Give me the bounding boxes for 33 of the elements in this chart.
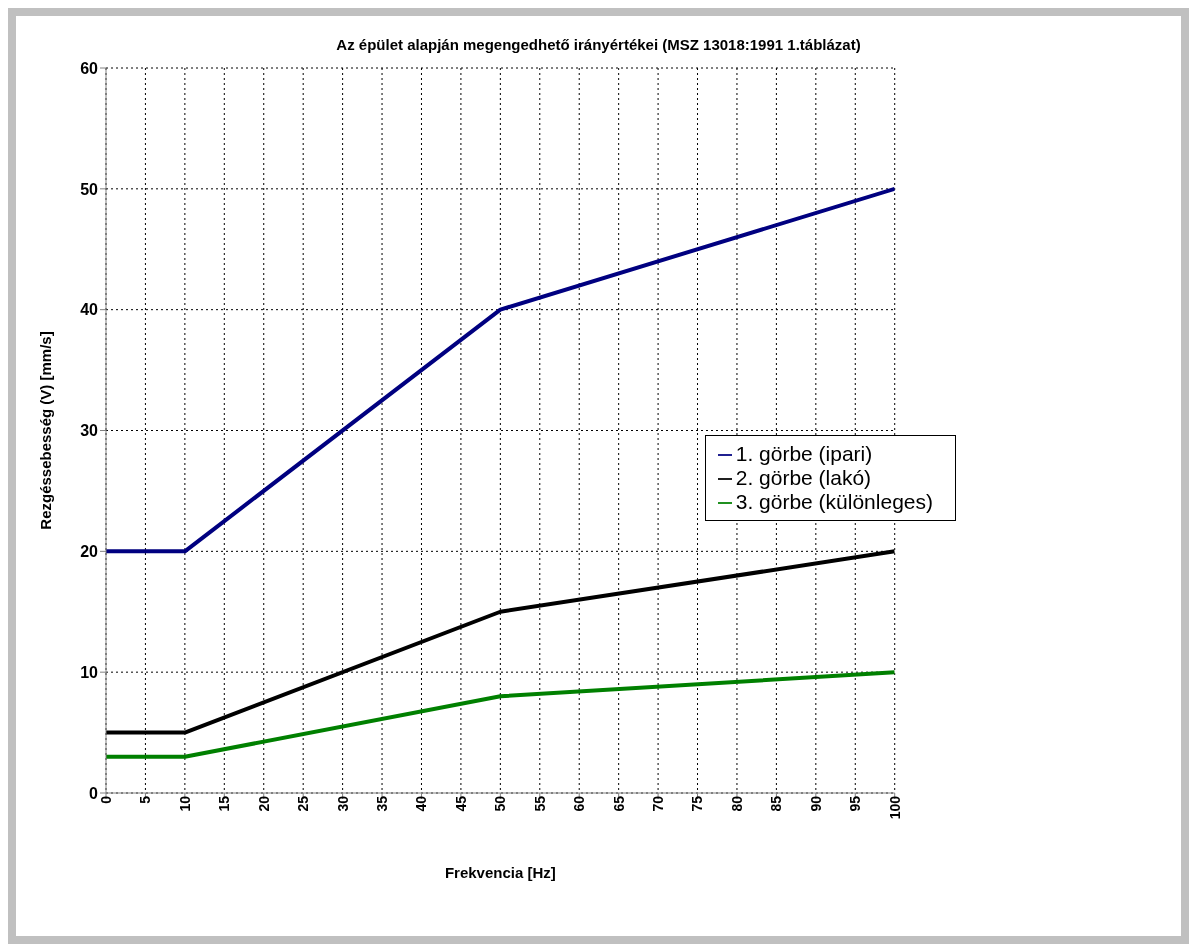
x-tick-label: 100 [886, 795, 903, 820]
x-tick-label: 45 [452, 795, 469, 812]
x-tick-label: 60 [571, 795, 588, 812]
chart-title: Az épület alapján megengedhető irányértékei (MSZ 13018:1991 1.táblázat) [335, 35, 862, 53]
y-tick-label: 30 [80, 422, 99, 440]
x-tick-label: 5 [137, 795, 154, 804]
y-tick-label: 10 [80, 663, 99, 681]
x-tick-label: 85 [768, 795, 785, 812]
x-tick-label: 80 [728, 795, 745, 812]
x-tick-label: 0 [97, 795, 114, 804]
legend-label: 1. görbe (ipari) [735, 442, 873, 465]
y-tick-label: 20 [80, 543, 99, 561]
x-tick-label: 65 [610, 795, 627, 812]
x-tick-label: 90 [807, 795, 824, 812]
x-tick-label: 30 [334, 795, 351, 812]
x-tick-label: 70 [650, 795, 667, 812]
y-tick-label: 50 [80, 180, 99, 198]
legend-label: 3. görbe (különleges) [735, 490, 933, 513]
legend-label: 2. görbe (lakó) [735, 466, 872, 489]
x-tick-label: 75 [689, 795, 706, 812]
y-tick-label: 40 [80, 301, 99, 319]
x-tick-label: 35 [373, 795, 390, 812]
x-tick-label: 20 [255, 795, 272, 812]
y-tick-label: 60 [80, 59, 99, 77]
x-tick-label: 55 [531, 795, 548, 812]
x-tick-label: 25 [295, 795, 312, 812]
x-tick-label: 95 [847, 795, 864, 812]
x-axis-title: Frekvencia [Hz] [444, 864, 556, 881]
y-axis-title: Rezgéssebesség (V) [mm/s] [37, 331, 55, 530]
x-tick-label: 50 [492, 795, 509, 812]
x-tick-label: 10 [176, 795, 193, 812]
x-tick-label: 40 [413, 795, 430, 812]
x-tick-label: 15 [216, 795, 233, 812]
